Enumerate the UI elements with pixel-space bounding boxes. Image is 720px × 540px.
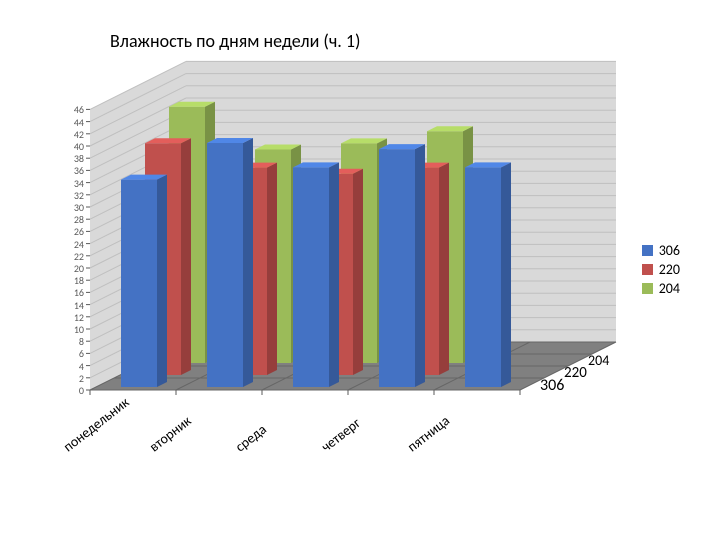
y-tick-label: 40 (58, 140, 84, 153)
y-tick-label: 24 (58, 238, 84, 251)
y-tick-label: 20 (58, 262, 84, 275)
y-tick-label: 14 (58, 299, 84, 312)
y-tick-label: 8 (58, 335, 84, 348)
legend-item: 306 (642, 242, 680, 259)
y-tick-label: 36 (58, 164, 84, 177)
legend-label: 306 (659, 242, 680, 259)
y-tick-label: 30 (58, 201, 84, 214)
y-tick-label: 34 (58, 177, 84, 190)
y-tick-label: 26 (58, 225, 84, 238)
depth-axis-label: 306 (540, 376, 564, 395)
y-tick-label: 2 (58, 372, 84, 385)
y-tick-label: 46 (58, 103, 84, 116)
legend-swatch (642, 283, 653, 294)
chart-3d-stage (0, 0, 720, 540)
legend-label: 204 (659, 280, 680, 297)
y-tick-label: 6 (58, 347, 84, 360)
y-tick-label: 38 (58, 152, 84, 165)
y-tick-label: 16 (58, 286, 84, 299)
legend-swatch (642, 245, 653, 256)
depth-axis-label: 204 (588, 352, 609, 369)
y-tick-label: 42 (58, 128, 84, 141)
y-tick-label: 32 (58, 189, 84, 202)
legend-item: 220 (642, 261, 680, 278)
y-tick-label: 44 (58, 116, 84, 129)
y-tick-label: 0 (58, 384, 84, 397)
y-tick-label: 10 (58, 323, 84, 336)
legend: 306 220 204 (642, 240, 680, 299)
y-tick-label: 12 (58, 311, 84, 324)
y-tick-label: 18 (58, 274, 84, 287)
y-tick-label: 22 (58, 250, 84, 263)
legend-label: 220 (659, 261, 680, 278)
legend-item: 204 (642, 280, 680, 297)
y-tick-label: 28 (58, 213, 84, 226)
depth-axis-label: 220 (564, 364, 587, 382)
legend-swatch (642, 264, 653, 275)
y-tick-label: 4 (58, 360, 84, 373)
